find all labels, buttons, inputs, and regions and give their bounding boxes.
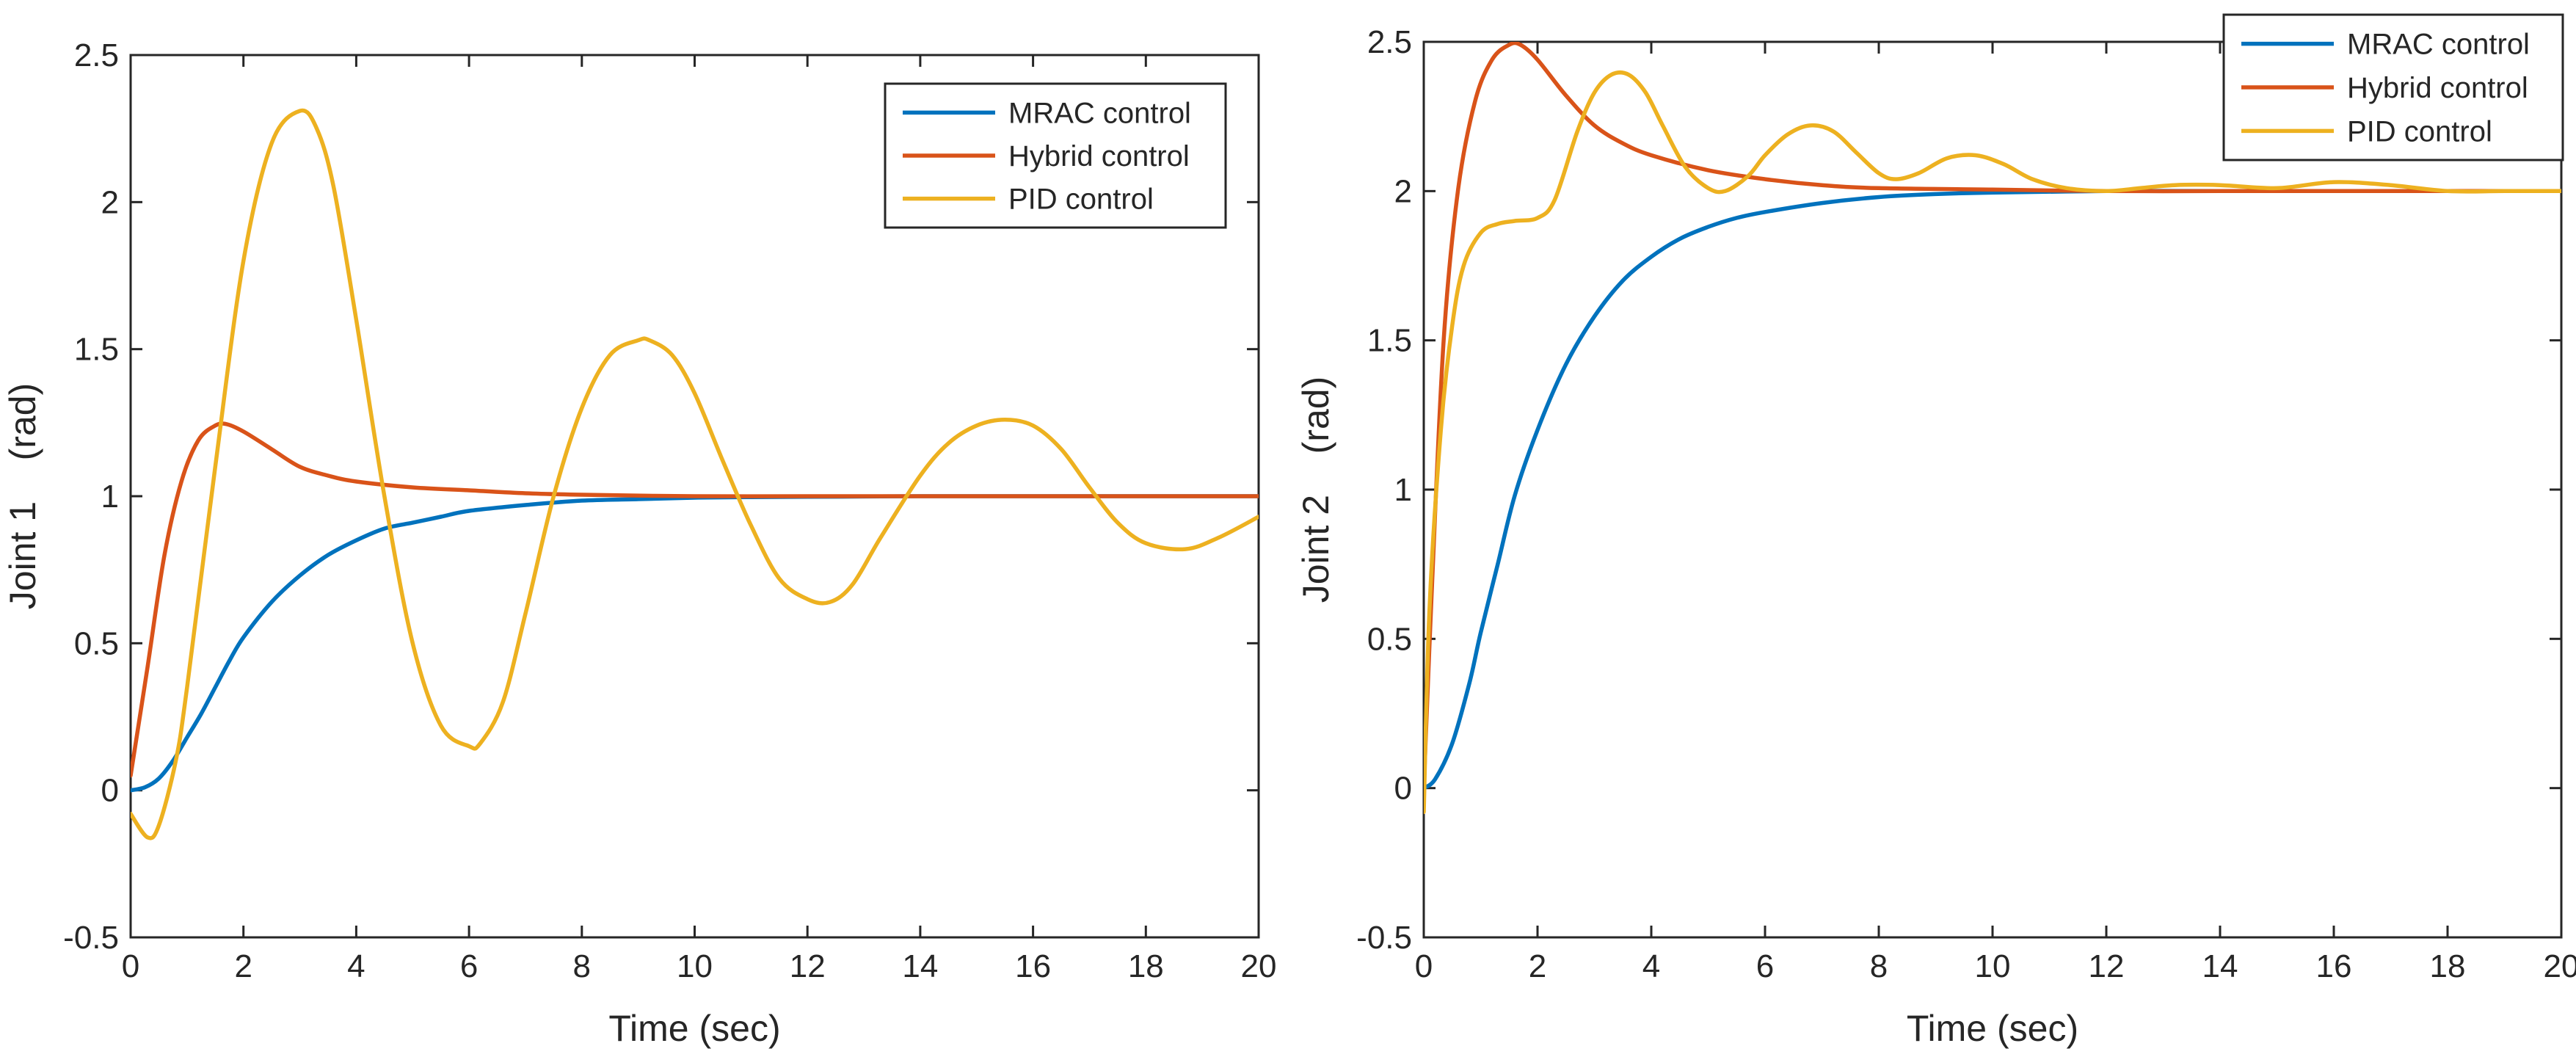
x-tick-label: 14 xyxy=(2202,948,2238,984)
x-tick-label: 12 xyxy=(790,948,826,984)
x-tick-label: 18 xyxy=(1128,948,1164,984)
y-tick-label: 2.5 xyxy=(1367,24,1412,60)
legend-label-mrac-control: MRAC control xyxy=(2347,29,2530,61)
plot-area-frame xyxy=(1422,40,2563,939)
x-tick-label: 0 xyxy=(1415,948,1433,984)
x-tick-label: 10 xyxy=(1975,948,2011,984)
series-line-hybrid-control xyxy=(1424,42,2561,791)
legend: MRAC control Hybrid control PID control xyxy=(2222,13,2564,161)
series-line-pid-control xyxy=(1424,70,2561,814)
series-line-hybrid-control xyxy=(131,421,1259,778)
x-tick-label: 0 xyxy=(122,948,139,984)
x-tick-label: 16 xyxy=(2316,948,2352,984)
y-tick-label: 0 xyxy=(1394,771,1412,807)
y-tick-label: 1 xyxy=(1394,472,1412,508)
series-line-mrac-control xyxy=(1424,189,2561,791)
legend-label-hybrid-control: Hybrid control xyxy=(1008,140,1190,172)
legend-label-pid-control: PID control xyxy=(2347,115,2492,148)
legend: MRAC control Hybrid control PID control xyxy=(884,82,1227,229)
x-tick-label: 8 xyxy=(1870,948,1888,984)
y-tick-label: 1 xyxy=(101,479,119,515)
x-tick-label: 20 xyxy=(2544,948,2576,984)
y-tick-label: 2 xyxy=(1394,173,1412,209)
y-tick-label: 0 xyxy=(101,773,119,809)
x-tick-label: 6 xyxy=(460,948,478,984)
x-tick-label: 16 xyxy=(1015,948,1051,984)
series-group xyxy=(131,108,1259,840)
y-axis-label: Joint 2 (rad) xyxy=(1295,377,1336,603)
x-tick-label: 20 xyxy=(1241,948,1277,984)
x-tick-label: 4 xyxy=(347,948,365,984)
y-tick-label: 2.5 xyxy=(74,37,119,73)
x-tick-label: 14 xyxy=(902,948,938,984)
x-tick-label: 2 xyxy=(234,948,252,984)
y-tick-label: 0.5 xyxy=(1367,621,1412,657)
x-tick-label: 10 xyxy=(677,948,713,984)
y-tick-label: 1.5 xyxy=(1367,323,1412,359)
series-line-pid-control xyxy=(131,108,1259,840)
x-tick-label: 6 xyxy=(1756,948,1774,984)
x-axis-label: Time (sec) xyxy=(608,1008,780,1049)
y-tick-label: 2 xyxy=(101,184,119,220)
series-group xyxy=(1424,42,2561,814)
series-line-mrac-control xyxy=(131,494,1259,793)
y-tick-label: 0.5 xyxy=(74,625,119,661)
legend-label-mrac-control: MRAC control xyxy=(1008,97,1191,129)
y-tick-label: 1.5 xyxy=(74,332,119,368)
legend-label-pid-control: PID control xyxy=(1008,184,1154,216)
x-axis-label: Time (sec) xyxy=(1907,1008,2078,1049)
x-tick-label: 18 xyxy=(2430,948,2466,984)
y-axis-label: Joint 1 (rad) xyxy=(2,383,43,609)
x-tick-label: 2 xyxy=(1529,948,1546,984)
y-tick-label: -0.5 xyxy=(63,920,119,956)
y-tick-label: -0.5 xyxy=(1356,920,1412,956)
x-tick-label: 4 xyxy=(1642,948,1660,984)
legend-label-hybrid-control: Hybrid control xyxy=(2347,72,2528,104)
x-tick-label: 8 xyxy=(573,948,591,984)
x-tick-label: 12 xyxy=(2089,948,2125,984)
